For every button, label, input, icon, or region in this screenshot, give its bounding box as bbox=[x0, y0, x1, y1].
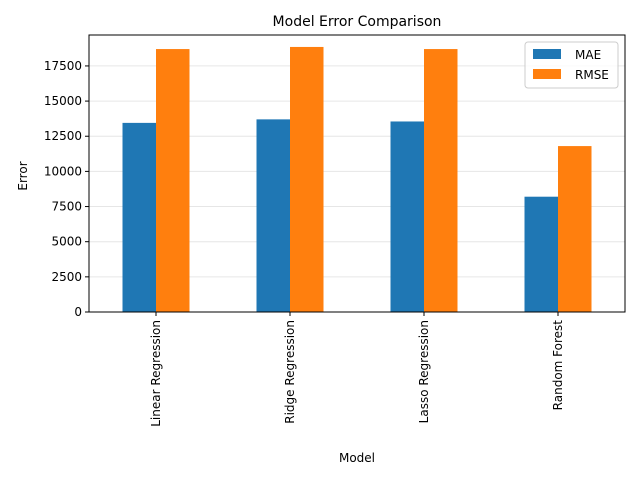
x-ticks: Linear Regression Ridge Regression Lasso R… bbox=[149, 312, 565, 427]
bar-mae bbox=[122, 122, 156, 312]
bars-layer bbox=[122, 46, 592, 313]
y-tick-label: 15000 bbox=[44, 94, 82, 108]
x-tick-label: Linear Regression bbox=[149, 320, 163, 427]
chart-title: Model Error Comparison bbox=[273, 14, 442, 30]
x-tick-label: Random Forest bbox=[551, 320, 565, 411]
legend-label-mae: MAE bbox=[575, 48, 601, 62]
y-tick-label: 10000 bbox=[44, 164, 82, 178]
y-tick-label: 12500 bbox=[44, 129, 82, 143]
y-tick-label: 5000 bbox=[51, 235, 82, 249]
bar-mae bbox=[256, 119, 290, 312]
bar-rmse bbox=[156, 49, 190, 312]
y-ticks: 0 2500 5000 7500 10000 12500 15000 17500 bbox=[44, 59, 89, 319]
y-tick-label: 2500 bbox=[51, 270, 82, 284]
legend-swatch-rmse bbox=[533, 69, 561, 79]
bar-mae bbox=[390, 121, 424, 313]
legend-swatch-mae bbox=[533, 49, 561, 59]
x-tick-label: Lasso Regression bbox=[417, 320, 431, 423]
bar-rmse bbox=[290, 46, 324, 312]
x-tick-label: Ridge Regression bbox=[283, 320, 297, 424]
y-tick-label: 0 bbox=[74, 305, 82, 319]
bar-mae bbox=[524, 196, 558, 312]
bar-rmse bbox=[558, 146, 592, 312]
y-axis-label: Error bbox=[16, 161, 30, 190]
x-axis-label: Model bbox=[339, 451, 375, 465]
legend-label-rmse: RMSE bbox=[575, 68, 609, 82]
y-tick-label: 17500 bbox=[44, 59, 82, 73]
bar-rmse bbox=[424, 49, 458, 312]
y-tick-label: 7500 bbox=[51, 200, 82, 214]
legend: MAE RMSE bbox=[524, 41, 619, 89]
plot-frame bbox=[88, 34, 626, 313]
